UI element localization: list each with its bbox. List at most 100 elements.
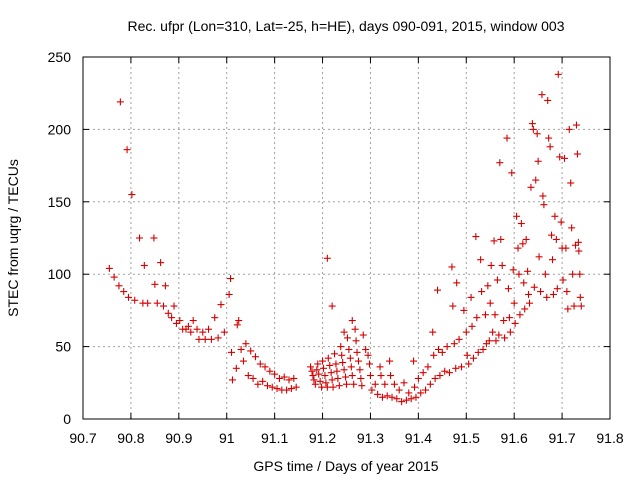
data-point bbox=[446, 369, 454, 377]
data-point bbox=[431, 374, 439, 382]
data-point bbox=[516, 311, 524, 319]
data-point bbox=[552, 235, 560, 243]
data-point bbox=[574, 238, 582, 246]
data-point bbox=[509, 266, 517, 274]
data-point bbox=[316, 377, 324, 385]
data-point bbox=[412, 393, 420, 401]
data-point bbox=[343, 380, 350, 388]
data-point bbox=[510, 299, 518, 307]
data-point bbox=[233, 321, 241, 329]
data-point bbox=[201, 335, 209, 343]
data-point bbox=[266, 367, 274, 375]
data-point bbox=[481, 311, 489, 319]
data-point bbox=[402, 396, 410, 404]
data-point bbox=[187, 328, 195, 336]
data-point bbox=[323, 254, 331, 262]
data-point bbox=[309, 372, 317, 380]
data-point bbox=[358, 382, 366, 390]
data-point bbox=[343, 334, 351, 342]
data-point bbox=[554, 70, 562, 78]
data-point bbox=[115, 282, 123, 290]
y-tick-label: 0 bbox=[63, 411, 71, 427]
data-point bbox=[275, 374, 283, 382]
data-point bbox=[131, 296, 139, 304]
data-point bbox=[386, 357, 394, 365]
data-point bbox=[346, 354, 354, 362]
data-point bbox=[371, 380, 379, 388]
grid bbox=[83, 57, 610, 419]
data-point bbox=[338, 351, 346, 359]
data-point bbox=[528, 120, 536, 128]
data-point bbox=[567, 179, 575, 187]
data-point bbox=[388, 393, 396, 401]
data-point bbox=[565, 125, 573, 133]
data-point bbox=[354, 357, 362, 365]
data-point bbox=[220, 328, 228, 336]
data-point bbox=[519, 240, 527, 248]
data-point bbox=[311, 380, 319, 388]
data-point bbox=[337, 343, 345, 351]
data-point bbox=[417, 389, 425, 397]
data-point bbox=[168, 314, 176, 322]
data-point bbox=[419, 369, 427, 377]
x-tick-label: 91.4 bbox=[405, 430, 432, 446]
data-point bbox=[254, 380, 262, 388]
data-point bbox=[387, 372, 395, 380]
data-point bbox=[319, 357, 327, 365]
data-point bbox=[491, 311, 499, 319]
data-point bbox=[348, 317, 356, 325]
data-point bbox=[326, 361, 334, 369]
y-tick-label: 50 bbox=[55, 339, 71, 355]
data-point bbox=[225, 290, 233, 298]
data-point bbox=[376, 363, 384, 371]
data-point bbox=[320, 364, 328, 372]
data-point bbox=[207, 335, 215, 343]
data-point bbox=[347, 363, 355, 371]
data-point bbox=[486, 299, 494, 307]
data-point bbox=[307, 363, 315, 371]
data-point bbox=[490, 237, 498, 245]
data-point bbox=[545, 134, 553, 142]
plot-frame bbox=[82, 56, 611, 420]
data-point bbox=[450, 340, 458, 348]
data-point bbox=[453, 279, 461, 287]
data-point bbox=[120, 288, 128, 296]
data-point bbox=[484, 282, 492, 290]
data-point bbox=[551, 212, 559, 220]
y-tick-label: 150 bbox=[48, 194, 72, 210]
data-point bbox=[540, 201, 548, 209]
x-tick-label: 90.7 bbox=[69, 430, 96, 446]
data-point bbox=[434, 345, 442, 353]
data-point bbox=[348, 372, 356, 380]
data-point bbox=[514, 244, 522, 252]
data-point bbox=[473, 314, 481, 322]
data-point bbox=[342, 373, 350, 381]
chart-title: Rec. ufpr (Lon=310, Lat=-25, h=HE), days… bbox=[127, 18, 564, 34]
data-point bbox=[501, 334, 509, 342]
data-point bbox=[513, 212, 521, 220]
data-point bbox=[572, 121, 580, 129]
data-point bbox=[383, 392, 391, 400]
data-point bbox=[365, 360, 373, 368]
data-point bbox=[441, 367, 449, 375]
data-point bbox=[576, 293, 584, 301]
data-point bbox=[562, 244, 570, 252]
data-point bbox=[335, 382, 343, 390]
data-point bbox=[273, 385, 281, 393]
data-point bbox=[443, 343, 451, 351]
x-axis-label: GPS time / Days of year 2015 bbox=[253, 458, 438, 474]
data-point bbox=[193, 325, 201, 333]
data-point bbox=[128, 191, 136, 199]
data-point bbox=[546, 143, 554, 151]
data-point bbox=[563, 288, 571, 296]
data-point bbox=[564, 305, 572, 313]
data-point bbox=[393, 395, 401, 403]
data-point bbox=[556, 153, 564, 161]
data-point bbox=[256, 360, 264, 368]
data-point bbox=[184, 322, 192, 330]
data-point bbox=[576, 270, 584, 278]
data-point bbox=[151, 280, 159, 288]
x-tick-label: 90.9 bbox=[165, 430, 192, 446]
data-point bbox=[332, 360, 340, 368]
